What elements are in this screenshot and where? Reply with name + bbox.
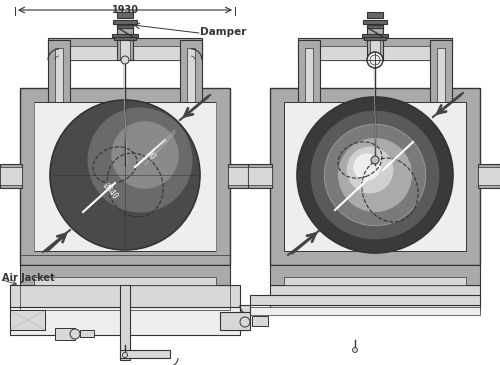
Text: 1930: 1930 [112, 5, 138, 15]
Circle shape [352, 347, 358, 353]
Bar [228, 167, 250, 185]
Text: Ø840: Ø840 [100, 180, 119, 200]
Bar [20, 255, 230, 310]
Bar [117, 24, 133, 35]
Ellipse shape [50, 100, 200, 250]
Bar [270, 88, 480, 265]
Ellipse shape [346, 147, 394, 193]
Circle shape [122, 353, 128, 357]
Bar [48, 40, 70, 102]
Bar [20, 265, 230, 285]
Bar [248, 164, 272, 188]
Bar [250, 295, 480, 305]
Bar [180, 40, 202, 102]
Bar [10, 307, 240, 335]
Bar [284, 102, 466, 251]
Bar [362, 34, 388, 37]
Bar [120, 40, 130, 60]
Bar [437, 48, 445, 102]
Bar [478, 167, 500, 185]
Bar [306, 46, 444, 60]
Bar [117, 25, 133, 28]
Bar [220, 312, 250, 330]
Bar [10, 310, 45, 330]
Ellipse shape [111, 121, 179, 189]
Bar [80, 330, 94, 337]
Text: 30: 30 [144, 149, 156, 162]
Bar [34, 102, 216, 251]
Bar [187, 48, 195, 102]
Text: Air Jacket: Air Jacket [2, 273, 54, 283]
Circle shape [121, 56, 129, 64]
Bar [228, 164, 250, 188]
Text: Damper: Damper [200, 27, 246, 37]
Bar [270, 285, 480, 310]
Bar [120, 285, 130, 360]
Bar [0, 167, 22, 185]
Bar [117, 12, 133, 18]
Bar [55, 328, 75, 340]
Ellipse shape [297, 97, 453, 253]
Bar [248, 167, 272, 185]
Bar [240, 305, 250, 330]
Bar [478, 164, 500, 188]
Bar [48, 38, 202, 60]
Bar [370, 40, 380, 60]
Bar [117, 40, 133, 60]
Ellipse shape [310, 111, 440, 239]
Ellipse shape [88, 108, 192, 212]
Ellipse shape [338, 138, 412, 212]
Bar [10, 310, 45, 330]
Bar [34, 277, 216, 285]
Bar [363, 20, 387, 24]
Bar [20, 88, 230, 265]
Circle shape [367, 52, 383, 68]
Bar [112, 34, 138, 37]
Bar [56, 46, 194, 60]
Bar [120, 350, 170, 358]
Bar [298, 40, 320, 102]
Bar [367, 25, 383, 28]
Circle shape [371, 156, 379, 164]
Bar [305, 48, 313, 102]
Bar [270, 265, 480, 285]
Ellipse shape [354, 153, 380, 181]
Bar [367, 24, 383, 35]
Ellipse shape [324, 124, 426, 226]
Bar [10, 285, 240, 310]
Ellipse shape [70, 329, 80, 339]
Circle shape [240, 317, 250, 327]
Bar [114, 37, 136, 40]
Bar [367, 12, 383, 18]
Bar [364, 37, 386, 40]
Bar [0, 164, 22, 188]
Bar [367, 40, 383, 60]
Bar [252, 316, 268, 326]
Bar [430, 40, 452, 102]
Bar [113, 20, 137, 24]
Bar [298, 38, 452, 60]
Bar [284, 277, 466, 285]
Bar [250, 307, 480, 315]
Bar [55, 48, 63, 102]
